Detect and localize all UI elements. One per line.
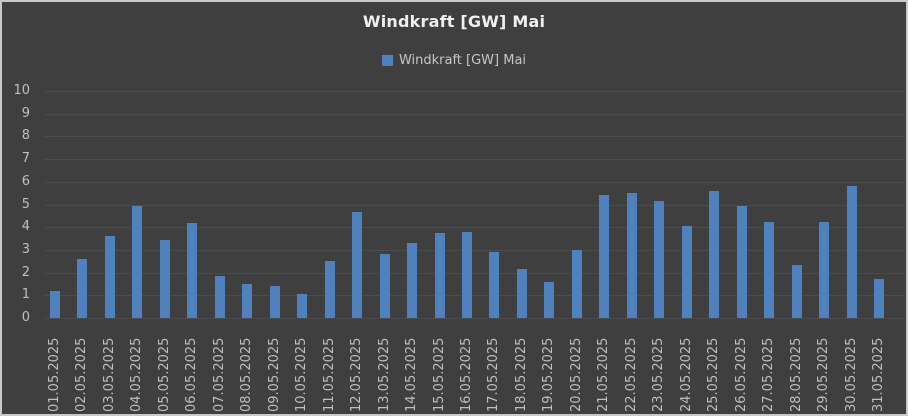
y-axis-label: 10: [13, 83, 30, 98]
bar-05.05.2025[interactable]: [159, 239, 170, 318]
bar-13.05.2025[interactable]: [379, 254, 390, 318]
bar-15.05.2025[interactable]: [434, 232, 445, 318]
x-axis-label: 31.05.2025: [870, 337, 886, 412]
x-axis-label: 21.05.2025: [596, 337, 612, 412]
bar-20.05.2025[interactable]: [571, 249, 582, 318]
y-axis-label: 3: [21, 241, 30, 257]
gridline-y3: [45, 249, 904, 251]
x-axis-label: 18.05.2025: [513, 337, 529, 412]
bar-02.05.2025[interactable]: [77, 258, 88, 318]
x-axis-label: 10.05.2025: [294, 337, 310, 412]
x-axis-label: 29.05.2025: [816, 337, 832, 412]
gridline-y0: [45, 318, 904, 319]
x-axis-label: 26.05.2025: [733, 337, 749, 412]
gridline-y1: [45, 295, 904, 297]
x-axis-label: 16.05.2025: [458, 337, 474, 412]
bar-18.05.2025[interactable]: [516, 269, 527, 318]
y-axis-label: 0: [21, 310, 30, 325]
gridline-y7: [45, 159, 904, 161]
chart-title: Windkraft [GW] Mai: [362, 12, 546, 31]
bar-11.05.2025[interactable]: [324, 261, 335, 318]
bar-22.05.2025[interactable]: [626, 193, 637, 318]
bar-19.05.2025[interactable]: [544, 281, 555, 318]
x-axis-label: 04.05.2025: [129, 337, 145, 412]
legend-label: Windkraft [GW] Mai: [398, 53, 527, 68]
bar-28.05.2025[interactable]: [791, 264, 802, 318]
x-axis-label: 22.05.2025: [623, 337, 639, 412]
bar-25.05.2025[interactable]: [709, 190, 720, 318]
bar-09.05.2025[interactable]: [269, 286, 280, 318]
x-axis-label: 20.05.2025: [568, 337, 584, 412]
x-axis-label: 28.05.2025: [788, 337, 804, 412]
bar-03.05.2025[interactable]: [104, 236, 115, 318]
bar-06.05.2025[interactable]: [187, 222, 198, 318]
x-axis-label: 11.05.2025: [321, 337, 337, 412]
x-axis-label: 13.05.2025: [376, 337, 392, 412]
x-axis-label: 12.05.2025: [349, 337, 365, 412]
x-axis-label: 17.05.2025: [486, 337, 502, 412]
bar-23.05.2025[interactable]: [654, 201, 665, 318]
y-axis-label: 9: [21, 105, 30, 121]
gridline-y5: [45, 204, 904, 206]
x-axis-label: 30.05.2025: [843, 337, 859, 412]
x-axis-label: 07.05.2025: [211, 337, 227, 412]
bar-12.05.2025[interactable]: [352, 212, 363, 318]
bar-01.05.2025[interactable]: [50, 290, 60, 318]
bar-04.05.2025[interactable]: [132, 205, 143, 318]
x-axis-label: 25.05.2025: [706, 337, 722, 412]
y-axis-label: 4: [21, 219, 30, 235]
legend[interactable]: Windkraft [GW] Mai: [2, 53, 906, 68]
x-axis-label: 09.05.2025: [266, 337, 282, 412]
bar-08.05.2025[interactable]: [242, 283, 253, 318]
gridline-y9: [45, 113, 904, 115]
y-axis-label: 7: [21, 151, 30, 167]
x-axis-label: 15.05.2025: [431, 337, 447, 412]
x-axis-label: 24.05.2025: [678, 337, 694, 412]
x-axis-label: 01.05.2025: [47, 337, 62, 412]
x-axis-label: 14.05.2025: [404, 337, 420, 412]
x-axis-label: 23.05.2025: [651, 337, 667, 412]
y-axis-label: 5: [21, 196, 30, 212]
y-axis-label: 2: [21, 264, 30, 280]
x-axis-label: 03.05.2025: [101, 337, 117, 412]
bar-14.05.2025[interactable]: [407, 243, 418, 318]
x-axis-label: 27.05.2025: [761, 337, 777, 412]
bar-10.05.2025[interactable]: [297, 294, 308, 318]
gridline-y6: [45, 181, 904, 183]
bar-24.05.2025[interactable]: [681, 226, 692, 318]
bar-07.05.2025[interactable]: [214, 276, 225, 318]
bar-21.05.2025[interactable]: [599, 195, 610, 318]
y-axis-label: 8: [21, 128, 30, 144]
y-axis-label: 6: [21, 173, 30, 189]
x-axis-label: 19.05.2025: [541, 337, 557, 412]
gridline-y2: [45, 272, 904, 274]
bar-26.05.2025[interactable]: [736, 205, 747, 318]
y-axis-label: 1: [21, 287, 30, 303]
bar-30.05.2025[interactable]: [846, 186, 857, 318]
bar-27.05.2025[interactable]: [764, 221, 775, 318]
bar-17.05.2025[interactable]: [489, 252, 500, 318]
x-axis-label: 02.05.2025: [74, 337, 90, 412]
bar-29.05.2025[interactable]: [819, 221, 830, 318]
legend-swatch-icon: [381, 55, 393, 66]
x-axis-label: 06.05.2025: [184, 337, 200, 412]
bar-31.05.2025[interactable]: [873, 279, 884, 318]
bar-16.05.2025[interactable]: [461, 231, 472, 318]
x-axis-label: 05.05.2025: [156, 337, 172, 412]
gridline-y10: [45, 91, 904, 92]
gridline-y4: [45, 227, 904, 229]
x-axis-label: 08.05.2025: [239, 337, 255, 412]
gridline-y8: [45, 136, 904, 138]
